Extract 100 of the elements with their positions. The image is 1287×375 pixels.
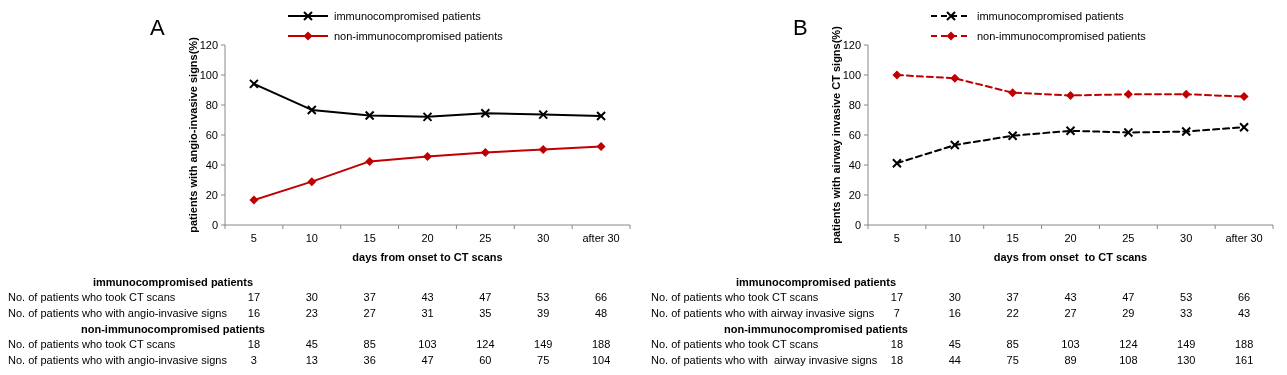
text: 161 <box>1234 354 1254 366</box>
text: 149 <box>1177 338 1196 350</box>
text: 103 <box>418 338 437 350</box>
text: 85 <box>1006 338 1019 350</box>
text: 75 <box>1006 354 1019 366</box>
text: 47 <box>1122 291 1135 303</box>
x-tick-label: 10 <box>948 232 961 244</box>
text: 85 <box>363 338 376 350</box>
point <box>249 195 259 205</box>
text: 53 <box>1180 291 1193 303</box>
x-axis-title: days from onset to CT scans <box>993 251 1148 263</box>
text: 16 <box>948 307 961 319</box>
point <box>306 104 317 115</box>
point <box>1123 127 1134 138</box>
text: 31 <box>421 307 434 319</box>
point <box>422 111 433 122</box>
text: 43 <box>1237 307 1251 319</box>
point <box>423 152 432 162</box>
text: 33 <box>1180 307 1193 319</box>
x-tick-label: 15 <box>1006 232 1019 244</box>
point <box>1239 122 1250 133</box>
text: No. of patients who with angio-invasive signs <box>8 354 228 366</box>
text: No. of patients who with airway invasive signs <box>651 354 878 366</box>
y-tick-label: 60 <box>205 129 218 141</box>
y-axis-title: patients with airway invasive CT signs(%) <box>830 25 842 244</box>
y-tick-label: 80 <box>848 99 861 111</box>
text: non-immunocompromised patients <box>724 323 908 335</box>
x-tick-label: 20 <box>421 232 434 244</box>
text: 124 <box>476 338 495 350</box>
text: 89 <box>1064 354 1077 366</box>
x-tick-label: 5 <box>250 232 257 244</box>
y-tick-label: 40 <box>205 159 218 171</box>
y-tick-label: 60 <box>848 129 861 141</box>
text: 17 <box>247 291 261 303</box>
text: 124 <box>1119 338 1138 350</box>
text: 188 <box>1234 338 1254 350</box>
text: 30 <box>948 291 961 303</box>
x-tick-label: after 30 <box>1225 232 1263 244</box>
text: immunocompromised patients <box>92 276 254 288</box>
point <box>950 73 960 83</box>
point <box>480 147 490 157</box>
x-tick-label: 20 <box>1064 232 1077 244</box>
chart-title: A <box>150 15 165 40</box>
text: 188 <box>591 338 611 350</box>
text: 27 <box>1064 307 1077 319</box>
point <box>1007 130 1018 141</box>
text: 60 <box>479 354 492 366</box>
text: No. of patients who took CT scans <box>651 291 819 303</box>
point <box>596 142 606 152</box>
text: 18 <box>247 338 261 350</box>
point <box>365 156 375 166</box>
point <box>1123 89 1133 99</box>
point <box>364 110 375 121</box>
text: 103 <box>1061 338 1080 350</box>
text: 27 <box>363 307 376 319</box>
text: 16 <box>247 307 261 319</box>
legend-label: immunocompromised patients <box>334 10 482 22</box>
text: 13 <box>305 354 318 366</box>
text: 35 <box>479 307 492 319</box>
y-tick-label: 80 <box>205 99 218 111</box>
text: 130 <box>1177 354 1196 366</box>
text: 30 <box>305 291 318 303</box>
text: 7 <box>893 307 900 319</box>
x-tick-label: 30 <box>537 232 550 244</box>
y-tick-label: 20 <box>848 189 861 201</box>
text: 75 <box>537 354 550 366</box>
point <box>1065 125 1076 136</box>
text: 45 <box>305 338 318 350</box>
text: 149 <box>534 338 553 350</box>
y-tick-label: 100 <box>842 69 861 81</box>
text: non-immunocompromised patients <box>81 323 265 335</box>
point <box>538 109 549 120</box>
y-tick-label: 20 <box>205 189 218 201</box>
text: 18 <box>890 354 904 366</box>
text: No. of patients who with airway invasive signs <box>651 307 875 319</box>
text: 17 <box>890 291 904 303</box>
x-tick-label: 15 <box>363 232 376 244</box>
point <box>1066 90 1075 100</box>
text: 37 <box>1006 291 1019 303</box>
text: No. of patients who took CT scans <box>8 291 176 303</box>
text: 3 <box>250 354 257 366</box>
text: 43 <box>421 291 434 303</box>
text: 66 <box>1237 291 1251 303</box>
point <box>1239 92 1249 102</box>
text: 29 <box>1122 307 1135 319</box>
text: 108 <box>1119 354 1138 366</box>
point <box>1181 89 1191 99</box>
legend-label: non-immunocompromised patients <box>334 30 504 42</box>
legend-label: non-immunocompromised patients <box>977 30 1147 42</box>
point <box>892 70 902 80</box>
chart-title: B <box>793 15 808 40</box>
x-tick-label: 25 <box>1122 232 1135 244</box>
text: 39 <box>537 307 550 319</box>
point <box>248 78 259 89</box>
point <box>1181 126 1192 137</box>
text: immunocompromised patients <box>735 276 897 288</box>
text: 45 <box>948 338 961 350</box>
text: 36 <box>363 354 376 366</box>
text: No. of patients who took CT scans <box>8 338 176 350</box>
point <box>949 140 960 151</box>
